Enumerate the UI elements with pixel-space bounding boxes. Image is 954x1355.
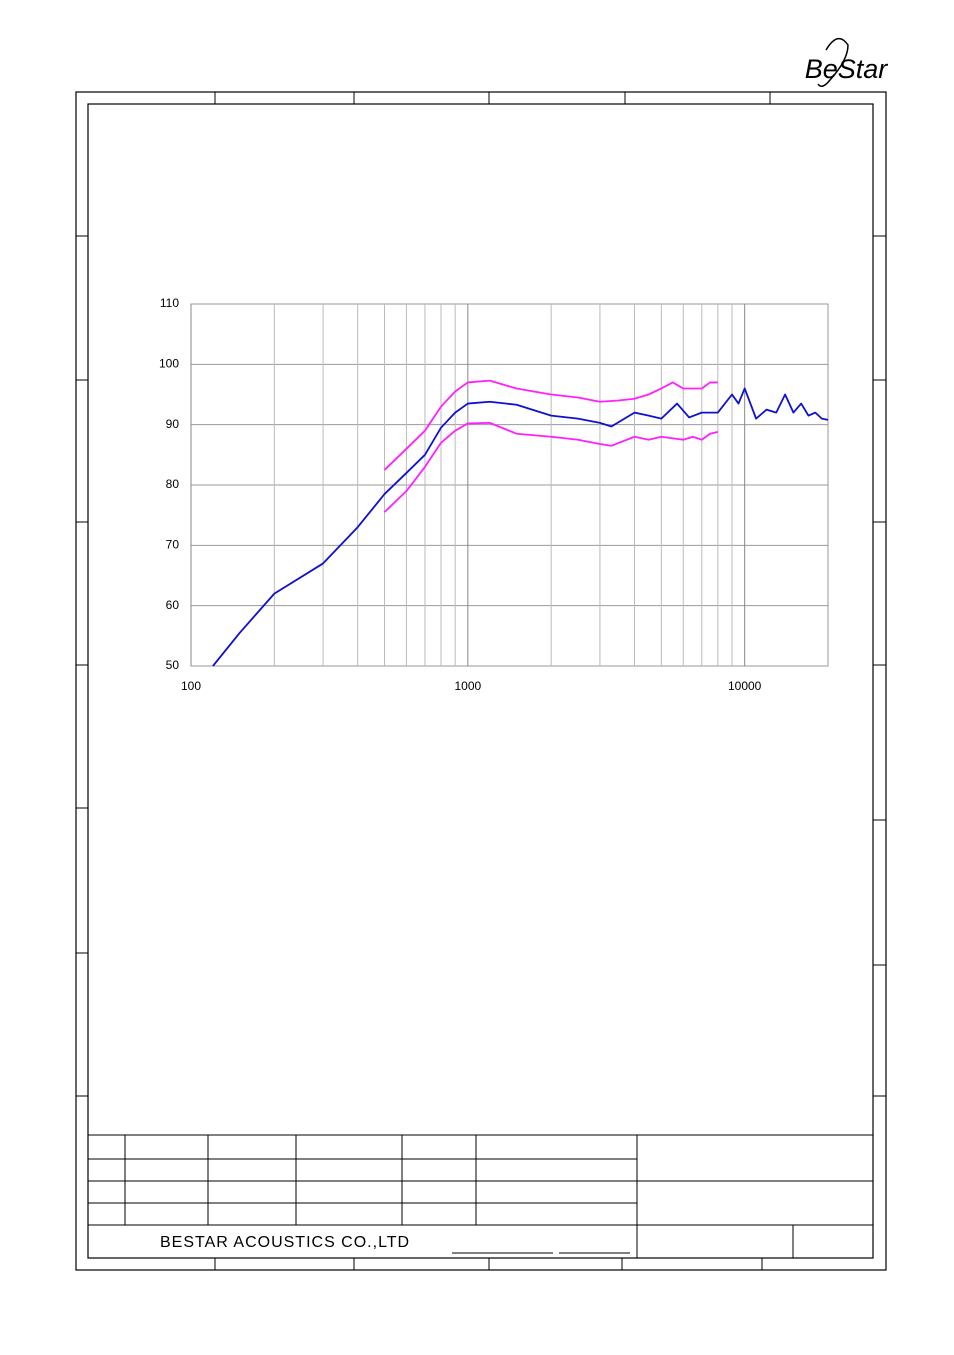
y-tick-label: 60	[166, 598, 180, 612]
y-tick-label: 80	[166, 477, 180, 491]
outer-border	[75, 91, 887, 1271]
series-line	[383, 421, 719, 513]
logo-swash	[817, 37, 849, 87]
chart: 50 60 70 80 90 100 110 100 1000 10000	[159, 296, 829, 693]
y-tick-label: 100	[159, 357, 179, 371]
y-tick-label: 50	[166, 658, 180, 672]
x-tick-label: 10000	[728, 679, 762, 693]
x-tick-label: 100	[181, 679, 201, 693]
inner-border	[87, 103, 874, 1259]
company-name: BESTAR ACOUSTICS CO.,LTD	[160, 1234, 410, 1251]
x-tick-label: 1000	[454, 679, 481, 693]
y-tick-label: 70	[166, 538, 180, 552]
frame	[75, 91, 887, 1271]
y-tick-label: 90	[166, 417, 180, 431]
series-line	[383, 379, 718, 471]
y-tick-label: 110	[160, 296, 179, 310]
series-line	[212, 387, 829, 667]
logo: BeStar	[805, 54, 889, 84]
